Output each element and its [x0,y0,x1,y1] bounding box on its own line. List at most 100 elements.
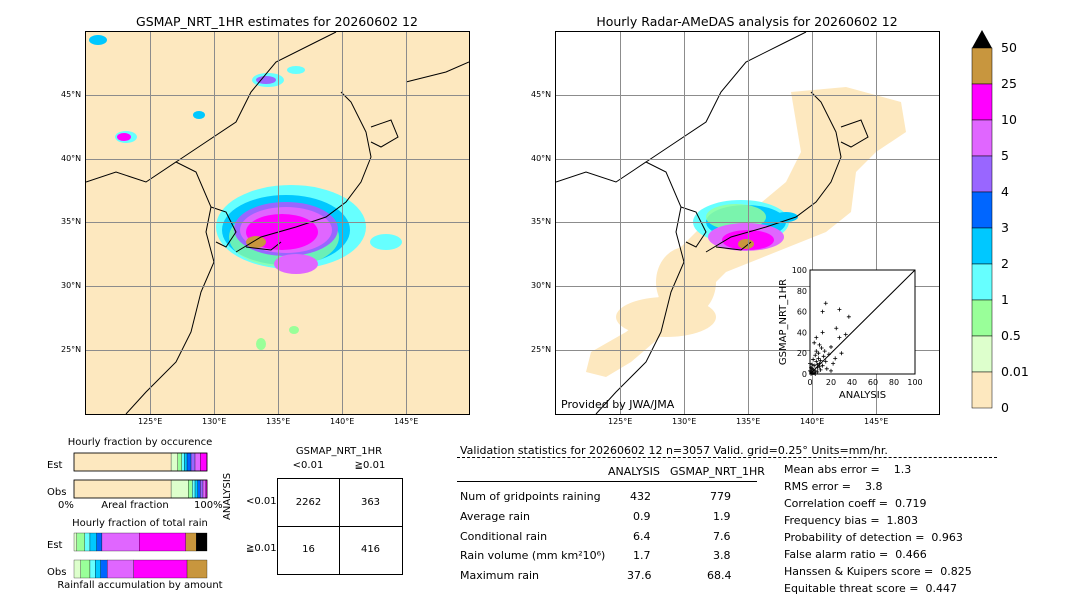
left-lat-35: 35°N [61,217,82,226]
scatter-xtick: 20 [826,378,836,387]
rain-title: Hourly fraction of total rain [72,518,208,529]
left-lon-130: 130°E [202,417,227,426]
left-lat-45: 45°N [61,90,82,99]
stat-label-0: Num of gridpoints raining [460,490,601,503]
scatter-point [816,356,821,361]
score-5: False alarm ratio = 0.466 [784,548,927,561]
colorbar-segment [971,83,993,121]
scatter-diagonal [809,269,916,375]
contingency-col-2: ≧0.01 [354,460,386,471]
bar-segment [84,532,91,552]
right-lat-35: 35°N [531,217,552,226]
bar-segment [200,452,208,472]
bar-segment [170,479,189,499]
bar-segment [101,532,140,552]
scatter-point [814,349,819,354]
stat-g-1: 1.9 [713,510,731,523]
contingency-row-axis: ANALYSIS [222,472,233,520]
validation-divider [457,457,997,458]
left-lon-145: 145°E [394,417,419,426]
bar-segment [107,559,135,579]
bar-segment [170,452,178,472]
scatter-xtick: 0 [807,378,812,387]
stat-label-3: Rain volume (mm km²10⁶) [460,549,606,562]
left-lon-125: 125°E [138,417,163,426]
scatter-xtick: 40 [847,378,857,387]
rainfall-bars: Est Obs [47,532,208,579]
scatter-point [824,366,829,371]
contingency-grid: 2262 363 16 416 [277,478,403,575]
scatter-ytick: 100 [792,266,807,275]
score-2: Correlation coeff = 0.719 [784,497,927,510]
bar-segment [73,532,77,552]
left-map [85,31,470,415]
stat-g-3: 3.8 [713,549,731,562]
left-lat-40: 40°N [61,154,82,163]
colorbar: 50 25 10 5 4 3 2 1 0.5 0.01 0 [971,30,1029,415]
scatter-point [823,359,828,364]
scatter-point [819,346,824,350]
bar-segment [185,532,197,552]
bar-segment [80,559,91,579]
colorbar-label: 10 [1001,112,1017,127]
scatter-point [809,365,814,370]
right-lon-130: 130°E [672,417,697,426]
data-credit: Provided by JWA/JMA [561,398,675,411]
scatter-point [831,361,836,366]
bar-segment [89,559,96,579]
scatter-point [816,351,821,356]
scatter-inset: 0 20 40 60 80 100 0 20 40 60 80 100 ANALYSIS GSMAP_NR… [778,266,923,401]
cell-yes-no: 16 [302,544,315,555]
colorbar-label: 0 [1001,400,1009,415]
score-0: Mean abs error = 1.3 [784,463,912,476]
colorbar-extend [972,30,992,48]
colorbar-segment [971,227,993,265]
colorbar-segment [971,299,993,337]
occ-x0: 0% [58,500,74,511]
scatter-ytick: 0 [802,370,807,379]
bar-row-label: Est [47,540,63,551]
bar-segment [184,452,188,472]
bar-segment [181,452,185,472]
scatter-ytick: 20 [797,349,807,358]
scatter-ytick: 80 [797,287,807,296]
right-lat-30: 30°N [531,281,552,290]
score-1: RMS error = 3.8 [784,480,883,493]
scatter-point [812,340,817,345]
occ-title: Hourly fraction by occurence [67,437,213,448]
bar-segment [192,479,196,499]
contingency-title: GSMAP_NRT_1HR [295,446,383,457]
stat-a-0: 432 [630,490,651,503]
cell-no-no: 2262 [295,497,322,508]
scatter-point [814,359,819,364]
occ-xlabel: Areal fraction [101,500,169,511]
bar-row-label: Obs [47,487,66,498]
scatter-point [810,362,815,367]
score-7: Equitable threat score = 0.447 [784,582,957,595]
bar-segment [190,452,196,472]
colorbar-label: 0.01 [1001,364,1029,379]
scatter-point [820,363,825,368]
stat-label-4: Maximum rain [460,569,539,582]
scatter-point [818,367,823,372]
bar-row-label: Obs [47,567,66,578]
stats-rule [457,481,757,482]
scatter-point [833,356,838,361]
left-lat-25: 25°N [61,345,82,354]
scatter-point [822,349,827,354]
scatter-point [820,330,825,335]
scatter-point [814,335,819,340]
contingency-row-2: ≧0.01 [246,543,277,554]
left-lon-135: 135°E [266,417,291,426]
bar-segment [89,532,97,552]
scatter-point [808,361,812,366]
left-lat-30: 30°N [61,281,82,290]
colorbar-label: 2 [1001,256,1009,271]
occurrence-bars: Est Obs [47,452,208,499]
stat-g-2: 7.6 [713,530,731,543]
right-lon-145: 145°E [864,417,889,426]
scatter-point [811,357,816,362]
right-map: Provided by JWA/JMA [555,31,940,415]
colorbar-label: 5 [1001,148,1009,163]
stat-g-4: 68.4 [707,569,732,582]
